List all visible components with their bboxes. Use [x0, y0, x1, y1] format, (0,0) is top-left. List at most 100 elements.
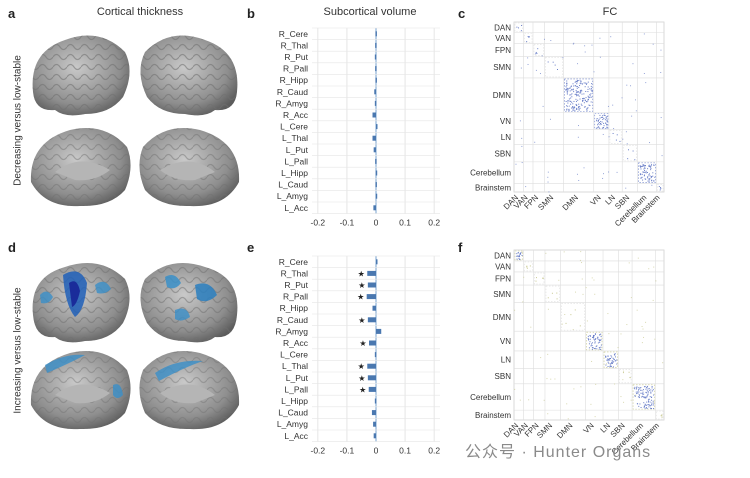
brain-lateral-right	[140, 35, 238, 116]
fc-cell	[568, 98, 570, 100]
block-Cerebellum	[632, 384, 655, 410]
fc-cell	[576, 108, 578, 110]
fc-cell	[598, 340, 600, 342]
fc-cell	[620, 333, 622, 335]
bar-L_Amyg	[373, 421, 376, 427]
fc-cell	[651, 184, 653, 186]
fc-cell	[646, 395, 648, 397]
fc-cell	[645, 178, 647, 180]
fc-cell	[517, 255, 519, 257]
fc-cell	[608, 358, 610, 360]
fc-cell	[573, 108, 575, 110]
bar-R_Amyg	[376, 328, 382, 334]
fc-cell	[605, 364, 607, 366]
fc-cell	[605, 356, 607, 358]
fc-cell	[605, 124, 607, 126]
fc-cell	[609, 358, 611, 360]
fc-cell	[597, 338, 599, 340]
fc-cell	[653, 404, 655, 406]
fc-cell	[576, 173, 578, 175]
x-label-VN: VN	[582, 421, 596, 435]
fc-cell	[586, 109, 588, 111]
fc-cell	[566, 87, 568, 89]
fc-cell	[589, 335, 591, 337]
fc-cell	[570, 314, 572, 316]
fc-cell	[652, 175, 654, 177]
panel-d-brains	[30, 263, 240, 430]
fc-cell	[548, 191, 550, 193]
x-tick-label: 0.2	[428, 446, 440, 456]
fc-cell	[620, 396, 622, 398]
fc-cell	[587, 100, 589, 102]
fc-cell	[594, 333, 596, 335]
y-label-LN: LN	[501, 133, 511, 142]
fc-cell	[577, 107, 579, 109]
fc-cell	[606, 124, 608, 126]
bar-R_Hipp	[372, 305, 376, 311]
fc-cell	[566, 83, 568, 85]
fc-cell	[594, 339, 596, 341]
panel-c-letter: c	[458, 6, 466, 21]
fc-cell	[611, 361, 613, 363]
fc-cell	[591, 90, 593, 92]
fc-cell	[641, 165, 643, 167]
fc-cell	[652, 400, 654, 402]
fc-cell	[575, 100, 577, 102]
fc-cell	[643, 406, 645, 408]
fc-cell	[579, 106, 581, 108]
fc-cell	[604, 119, 606, 121]
fc-cell	[566, 105, 568, 107]
panel-e-letter: e	[247, 240, 255, 255]
fc-cell	[660, 415, 662, 417]
fc-cell	[654, 338, 656, 340]
block-VN	[594, 113, 609, 129]
fc-cell	[631, 115, 633, 117]
fc-cell	[643, 171, 645, 173]
fc-cell	[528, 36, 530, 38]
fc-cell	[607, 313, 609, 315]
fc-cell	[521, 162, 523, 164]
fc-cell	[605, 117, 607, 119]
fc-cell	[610, 357, 612, 359]
fc-cell	[554, 378, 556, 380]
fc-cell	[603, 125, 605, 127]
fc-cell	[651, 402, 653, 404]
fc-cell	[520, 252, 522, 254]
fc-cell	[526, 267, 528, 269]
fc-cell	[514, 309, 516, 311]
fc-cell	[645, 170, 647, 172]
fc-cell	[587, 107, 589, 109]
fc-cell	[577, 94, 579, 96]
fc-cell	[584, 82, 586, 84]
fc-cell	[586, 320, 588, 322]
fc-cell	[653, 401, 655, 403]
y-label-Brainstem: Brainstem	[475, 184, 511, 193]
bar-L_Acc	[373, 433, 376, 439]
fc-cell	[591, 96, 593, 98]
fc-cell	[607, 105, 609, 107]
fc-cell	[571, 107, 573, 109]
fc-cell	[547, 61, 549, 63]
fc-cell	[527, 35, 529, 37]
fc-cell	[612, 366, 614, 368]
fc-cell	[577, 63, 579, 65]
category-label: L_Cere	[280, 122, 308, 132]
fc-cell	[558, 279, 560, 281]
fc-cell	[616, 171, 618, 173]
fc-cell	[520, 24, 522, 26]
fc-cell	[519, 253, 521, 255]
fc-cell	[660, 49, 662, 51]
fc-cell	[652, 299, 654, 301]
fc-cell	[596, 118, 598, 120]
fc-cell	[535, 280, 537, 282]
fc-cell	[580, 91, 582, 93]
fc-cell	[576, 86, 578, 88]
fc-cell	[565, 86, 567, 88]
fc-cell	[634, 388, 636, 390]
fc-cell	[599, 339, 601, 341]
fc-cell	[599, 124, 601, 126]
fc-cell	[641, 342, 643, 344]
fc-cell	[518, 255, 520, 257]
fc-cell	[547, 308, 549, 310]
brain-lateral-right-d	[140, 263, 238, 343]
